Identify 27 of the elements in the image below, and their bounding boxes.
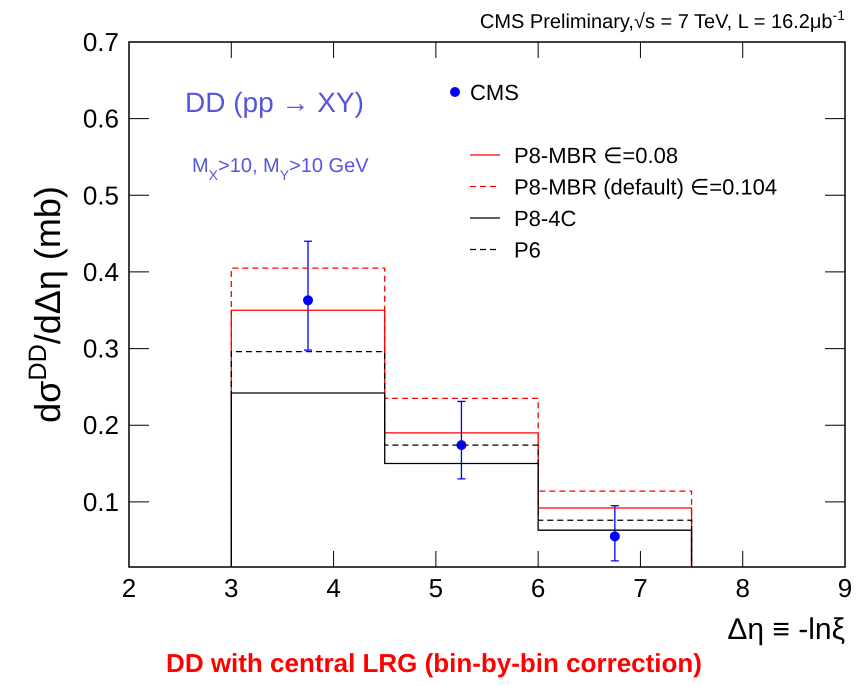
y-tick-label: 0.7 — [82, 27, 119, 57]
legend-label: CMS — [470, 80, 519, 105]
point — [303, 295, 313, 306]
x-axis-title: Δη ≡ -lnξ — [727, 613, 845, 646]
legend-label: P8-MBR (default) ∈=0.104 — [514, 174, 778, 200]
y-tick-label: 0.6 — [82, 104, 119, 134]
x-tick-label: 9 — [838, 573, 852, 603]
legend-label: P6 — [514, 238, 541, 262]
annotation: DD (pp → XY) — [185, 87, 364, 118]
x-tick-label: 6 — [530, 573, 546, 603]
chart-title: CMS Preliminary,√s = 7 TeV, L = 16.2μb$^{-1}$ — [480, 7, 846, 33]
y-tick-label: 0.3 — [82, 334, 119, 364]
legend-label: P8-MBR ∈=0.08 — [514, 143, 678, 168]
x-tick-label: 3 — [224, 573, 239, 603]
text: DD with central LRG (bin-by-bin correction) — [166, 648, 702, 678]
y-tick-label: 0.1 — [82, 486, 119, 517]
annotation: M$_{X}$>10, M$_{Y}$>10 GeV — [192, 155, 370, 183]
x-tick-label: 8 — [735, 573, 750, 603]
y-tick-label: 0.5 — [82, 180, 119, 210]
y-tick-label: 0.4 — [82, 256, 119, 287]
legend-label: P8-4C — [514, 206, 576, 231]
x-tick-label: 4 — [326, 573, 341, 603]
y-tick-label: 0.2 — [82, 410, 119, 440]
x-tick-label: 7 — [633, 573, 648, 603]
x-tick-label: 5 — [428, 573, 444, 603]
x-tick-label: 2 — [122, 573, 136, 603]
point — [610, 531, 620, 542]
